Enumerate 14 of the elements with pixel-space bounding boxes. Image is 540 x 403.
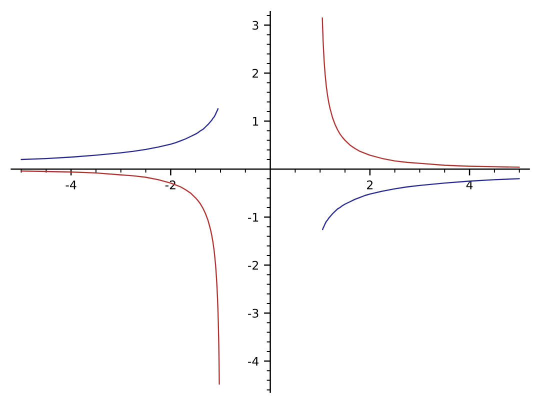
x-tick-label: 2: [367, 180, 372, 190]
line-series: [20, 170, 220, 385]
line-series: [20, 108, 219, 160]
y-tick-label: 3: [252, 20, 258, 30]
line-series: [322, 17, 520, 168]
y-tick-label: -2: [248, 260, 258, 270]
y-tick-label: -1: [248, 212, 258, 222]
x-tick-label: -4: [66, 180, 76, 190]
y-tick-label: -4: [248, 356, 259, 366]
x-tick-label: -2: [165, 180, 176, 190]
y-tick-label: -3: [248, 308, 258, 318]
line-series: [322, 178, 520, 230]
y-tick-label: 1: [252, 116, 258, 126]
y-tick-label: 2: [252, 68, 258, 78]
